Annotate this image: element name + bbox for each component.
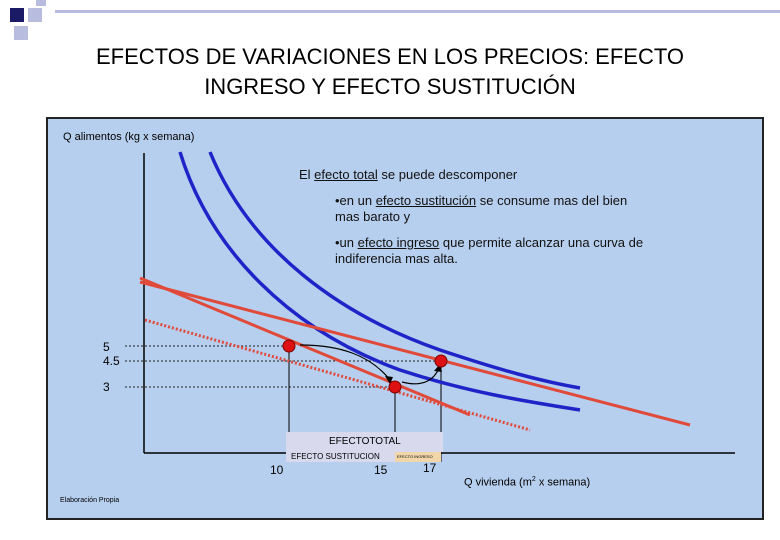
effect-substitution-label: EFECTO SUSTITUCION xyxy=(291,452,380,461)
effect-substitution-box xyxy=(286,452,395,462)
y-tick-4-5: 4.5 xyxy=(103,354,120,368)
y-tick-5: 5 xyxy=(103,340,110,354)
corner-square-light-2 xyxy=(14,26,28,40)
explanation-bullet-2: •un efecto ingreso que permite alcanzar … xyxy=(335,235,644,266)
point-c xyxy=(434,354,448,368)
source-note: Elaboración Propia xyxy=(60,497,120,504)
arrow-substitution xyxy=(299,344,391,381)
effect-income-box xyxy=(395,452,441,462)
title-line-2: INGRESO Y EFECTO SUSTITUCIÓN xyxy=(204,74,576,99)
explanation-line-1: El efecto total se puede descomponer xyxy=(299,167,518,182)
corner-square-light xyxy=(28,8,42,22)
x-axis-label: Q vivienda (m2 x semana) xyxy=(464,476,591,489)
effect-income-label: EFECTO INGRESO xyxy=(397,454,433,459)
header-rule xyxy=(55,10,780,13)
y-tick-3: 3 xyxy=(103,380,110,394)
budget-line-new xyxy=(139,280,691,427)
x-tick-17: 17 xyxy=(423,461,437,475)
slide-title: EFECTOS DE VARIACIONES EN LOS PRECIOS: E… xyxy=(40,42,740,102)
x-tick-10: 10 xyxy=(270,463,284,477)
indifference-curve-low xyxy=(178,151,581,412)
point-b xyxy=(388,380,402,394)
arrow-head-substitution xyxy=(385,376,393,384)
indifference-curve-high xyxy=(208,151,581,390)
y-axis-label: Q alimentos (kg x semana) xyxy=(63,131,195,143)
budget-line-original xyxy=(139,276,471,417)
explanation-bullet-1: •en un efecto sustitución se consume mas… xyxy=(335,193,628,224)
point-a xyxy=(282,339,296,353)
x-tick-15: 15 xyxy=(374,463,388,477)
corner-square-dark xyxy=(10,8,24,22)
effect-total-label: EFECTOTOTAL xyxy=(329,436,401,447)
budget-line-compensated xyxy=(144,318,531,432)
corner-square-light-3 xyxy=(36,0,46,6)
effect-total-box xyxy=(286,432,443,452)
title-line-1: EFECTOS DE VARIACIONES EN LOS PRECIOS: E… xyxy=(95,44,685,69)
